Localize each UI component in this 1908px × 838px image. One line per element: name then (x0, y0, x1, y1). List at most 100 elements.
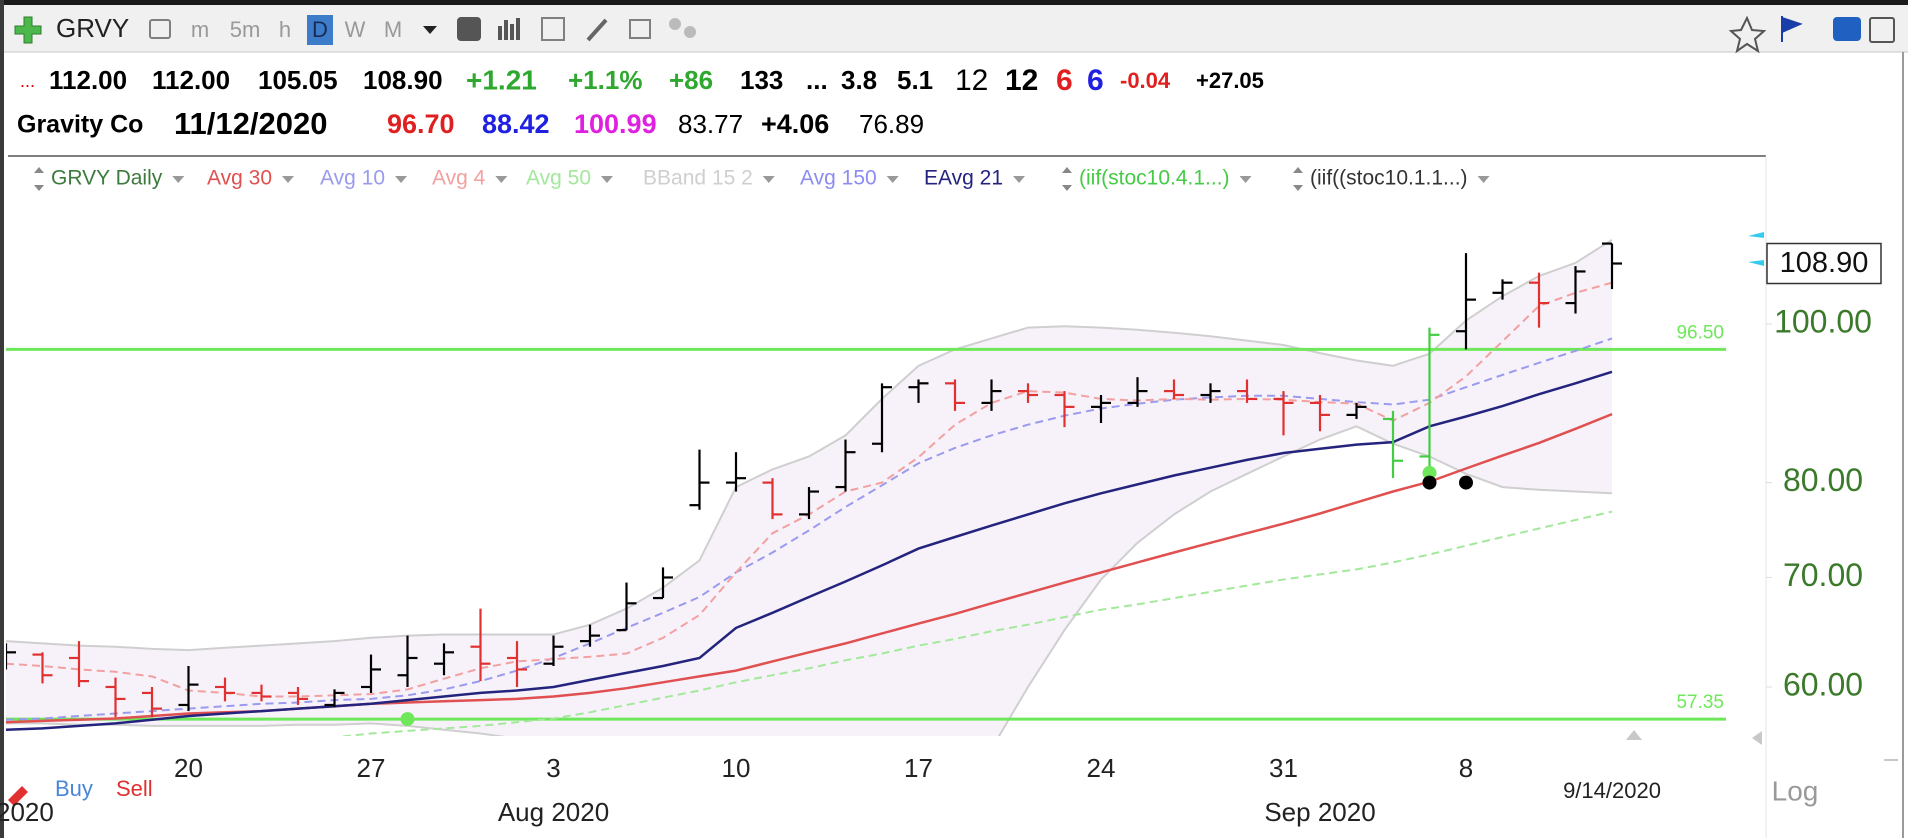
price-bar (1237, 379, 1257, 403)
timeframe-dropdown[interactable] (423, 26, 437, 34)
icon[interactable] (1869, 17, 1895, 43)
legend-label[interactable]: BBand 15 2 (643, 167, 753, 190)
quote-field: +27.05 (1196, 68, 1264, 93)
legend-dropdown[interactable] (886, 176, 899, 183)
legend-item[interactable]: Avg 10 (320, 167, 407, 190)
price-bar (32, 652, 53, 684)
quote-field: 6 (1087, 64, 1104, 97)
legend-item[interactable]: BBand 15 2 (643, 167, 775, 190)
legend-dropdown[interactable] (762, 176, 775, 183)
timeframe[interactable]: m (191, 17, 209, 42)
last-price-box (1766, 242, 1882, 285)
legend-item[interactable]: (iif(stoc10.4.1...) (1062, 167, 1252, 191)
signal-label[interactable]: Buy (55, 776, 93, 801)
quote-field: +86 (669, 65, 713, 95)
icon[interactable] (1833, 17, 1861, 41)
legend-label[interactable]: Avg 4 (432, 167, 486, 190)
symbol[interactable]: GRVY (56, 13, 129, 43)
timeframe[interactable]: 5m (230, 17, 261, 42)
price-bar (1565, 266, 1586, 314)
x-tick-label: 8 (1459, 753, 1473, 783)
icon[interactable] (498, 18, 520, 40)
timeframe[interactable]: W (345, 17, 366, 42)
add-button[interactable] (14, 16, 42, 44)
icon[interactable] (1728, 15, 1767, 54)
quote-field: 83.77 (678, 109, 743, 139)
drawing-pen[interactable] (8, 786, 28, 806)
legend-handle[interactable] (34, 167, 44, 191)
timeframe[interactable]: M (384, 17, 402, 42)
legend-dropdown[interactable] (1239, 176, 1252, 183)
legend-dropdown[interactable] (172, 176, 185, 183)
icon[interactable] (457, 17, 481, 41)
timeframe[interactable]: h (279, 17, 291, 42)
price-bar (361, 654, 381, 693)
icon[interactable] (541, 17, 565, 41)
legend-item[interactable]: Avg 30 (207, 167, 294, 190)
legend-label[interactable]: Avg 10 (320, 167, 385, 190)
icon[interactable] (1781, 16, 1803, 42)
legend-dropdown[interactable] (282, 176, 294, 183)
price-bar (1492, 279, 1513, 300)
quote-field: ... (806, 65, 828, 95)
y-tick-label: 60.00 (1783, 666, 1863, 702)
icon[interactable] (586, 18, 608, 42)
price-bar (470, 608, 491, 682)
price-bar (908, 379, 929, 403)
price-bar (981, 379, 1002, 411)
legend-item[interactable]: Avg 150 (800, 167, 899, 190)
price-bar (945, 379, 965, 411)
legend-item[interactable]: (iif((stoc10.1.1...) (1293, 167, 1490, 191)
price-bar (543, 635, 564, 666)
legend-label[interactable]: (iif((stoc10.1.1...) (1310, 167, 1468, 190)
legend-item[interactable]: GRVY Daily (34, 167, 185, 191)
legend-dropdown[interactable] (601, 176, 613, 183)
icon[interactable] (684, 26, 696, 38)
x-tick-label: 27 (357, 753, 386, 783)
price-bar (1127, 377, 1148, 407)
icon[interactable] (149, 19, 171, 39)
quote-field: 88.42 (482, 109, 550, 139)
signal-dot (400, 712, 415, 727)
quote-field: ... (20, 71, 35, 91)
quote-field: 112.00 (152, 65, 230, 95)
legend-dropdown[interactable] (1013, 176, 1026, 183)
legend-item[interactable]: Avg 50 (526, 167, 613, 190)
price-bar (1529, 272, 1549, 328)
legend-item[interactable]: EAvg 21 (924, 167, 1026, 190)
price-bar (434, 643, 454, 676)
price-bar (178, 665, 199, 712)
add-icon[interactable] (14, 16, 42, 44)
legend-dropdown[interactable] (495, 176, 508, 183)
scroll-up[interactable] (1626, 730, 1642, 740)
legend-item[interactable]: Avg 4 (432, 167, 508, 190)
legend-label[interactable]: Avg 50 (526, 167, 591, 190)
legend-handle[interactable] (1293, 167, 1303, 191)
scroll-left[interactable] (1752, 731, 1762, 745)
window-top-border (0, 0, 1908, 5)
level-label: 57.35 (1676, 692, 1724, 713)
legend-label[interactable]: Avg 30 (207, 167, 272, 190)
price-bar (1054, 391, 1075, 428)
active-timeframe-bg[interactable] (307, 15, 333, 45)
legend-label[interactable]: GRVY Daily (51, 167, 163, 190)
legend-dropdown[interactable] (1477, 176, 1490, 183)
price-bar (105, 677, 126, 718)
price-bar (507, 641, 527, 687)
scale-mode[interactable]: Log (1772, 775, 1819, 806)
price-bar (1200, 383, 1221, 403)
legend-label[interactable]: (iif(stoc10.4.1...) (1079, 167, 1230, 190)
legend-dropdown[interactable] (395, 176, 407, 183)
legend-handle[interactable] (1062, 167, 1072, 191)
quote-field: 5.1 (897, 65, 933, 95)
quote-field: 112.00 (49, 65, 127, 95)
price-bar (872, 383, 892, 453)
timeframe[interactable]: D (312, 17, 328, 42)
icon[interactable] (669, 18, 681, 30)
plot-area (6, 238, 1726, 736)
legend-label[interactable]: EAvg 21 (924, 167, 1003, 190)
signal-label[interactable]: Sell (116, 776, 153, 801)
quote-field: 11/12/2020 (174, 106, 327, 141)
legend-label[interactable]: Avg 150 (800, 167, 877, 190)
icon[interactable] (629, 19, 651, 39)
